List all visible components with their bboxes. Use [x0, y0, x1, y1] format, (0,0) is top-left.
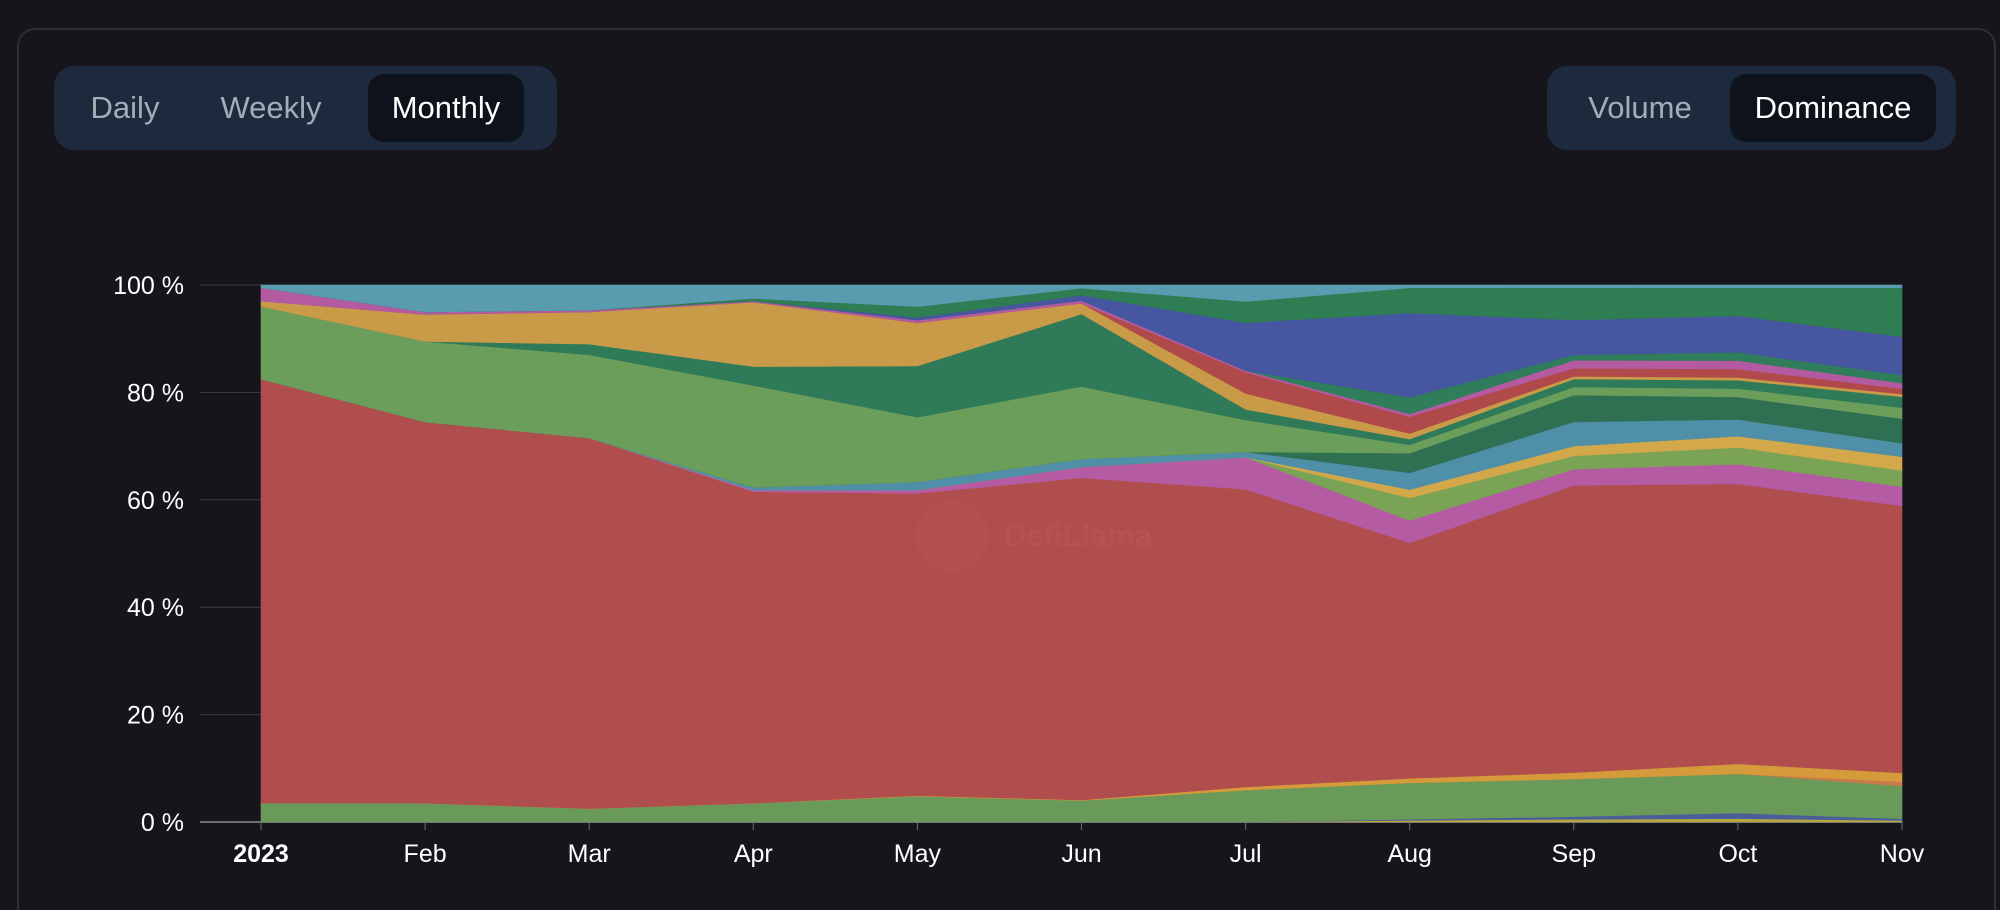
y-tick-label: 100 %	[113, 272, 184, 300]
y-tick-label: 20 %	[127, 702, 184, 730]
x-tick-label: Jun	[1061, 840, 1101, 868]
dominance-area-chart: DefiLlama 0 % 20 % 40 % 60 % 80 % 100 % 2023 F…	[113, 272, 1925, 868]
x-tick-label: Sep	[1552, 840, 1596, 868]
llama-logo-icon	[916, 500, 988, 572]
y-tick-label: 0 %	[141, 809, 184, 837]
x-axis: 2023 Feb Mar Apr May Jun Jul Aug Sep Oct Nov	[233, 822, 1925, 868]
area-series	[260, 284, 1903, 823]
x-tick-label: Oct	[1718, 840, 1757, 868]
y-tick-label: 80 %	[127, 379, 184, 407]
period-toggle: Daily Weekly Monthly	[54, 66, 557, 150]
y-axis: 0 % 20 % 40 % 60 % 80 % 100 %	[113, 272, 184, 837]
area-series-19	[260, 284, 1903, 313]
x-tick-label: Aug	[1387, 840, 1431, 868]
monthly-tab[interactable]: Monthly	[368, 74, 524, 142]
weekly-tab[interactable]: Weekly	[220, 90, 322, 125]
watermark-text: DefiLlama	[1004, 518, 1153, 553]
x-tick-label: Mar	[568, 840, 611, 868]
x-tick-label: 2023	[233, 840, 289, 868]
x-tick-label: Apr	[734, 840, 773, 868]
volume-tab[interactable]: Volume	[1588, 90, 1692, 125]
defillama-watermark: DefiLlama	[916, 500, 1153, 572]
mode-toggle: Volume Dominance	[1547, 66, 1956, 150]
x-tick-label: Feb	[404, 840, 447, 868]
x-tick-label: Jul	[1230, 840, 1262, 868]
x-tick-label: May	[894, 840, 942, 868]
y-tick-label: 40 %	[127, 594, 184, 622]
x-tick-label: Nov	[1880, 840, 1925, 868]
daily-tab[interactable]: Daily	[90, 90, 160, 125]
y-tick-label: 60 %	[127, 487, 184, 515]
dominance-tab[interactable]: Dominance	[1730, 74, 1936, 142]
